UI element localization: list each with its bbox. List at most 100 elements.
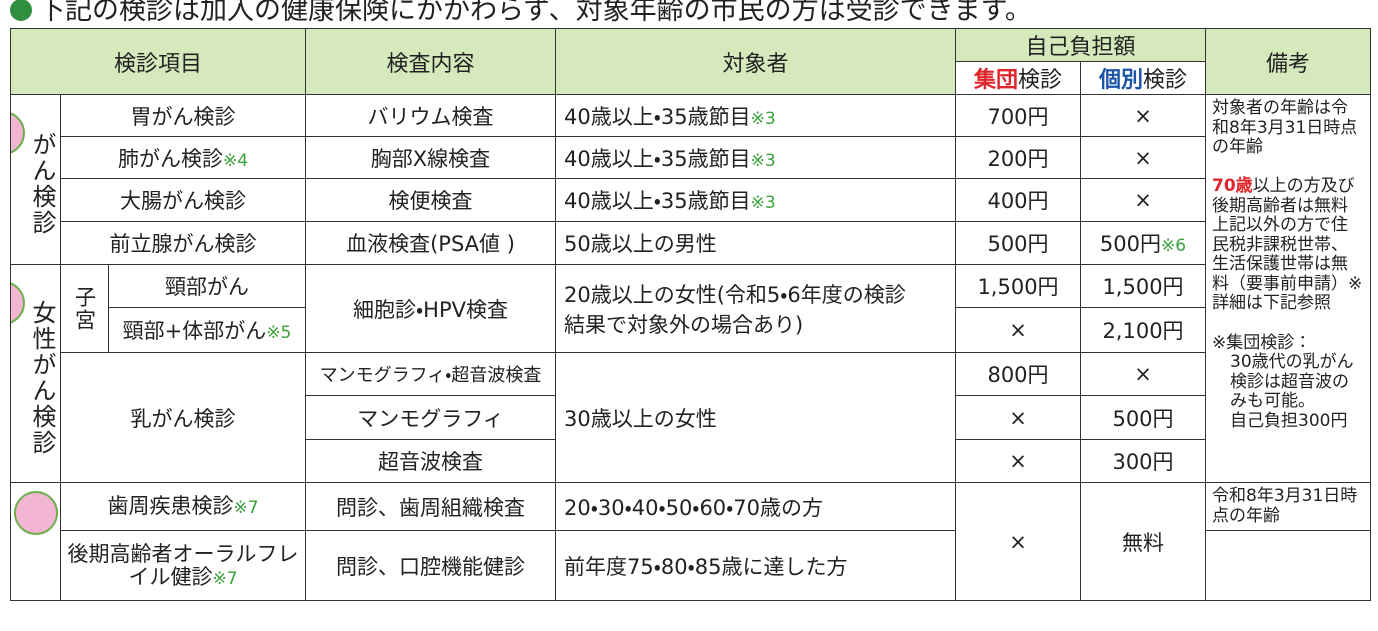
target-cell: 20・30・40・50・60・70歳の方	[555, 481, 956, 532]
item-cell: 頸部+体部がん※5	[108, 307, 306, 353]
group-cost: 700円	[987, 104, 1049, 129]
individual-cost: 500円	[1112, 406, 1174, 431]
item-cell: 前立腺がん検診	[60, 221, 306, 265]
content: 胸部X線検査	[370, 146, 491, 171]
item: 肺がん検診	[117, 146, 223, 171]
note-mark: ※3	[750, 150, 776, 171]
content: 血液検査(PSA値 )	[346, 232, 515, 256]
individual-cost-cell: ×	[1079, 178, 1207, 222]
group-cost: 500円	[987, 232, 1049, 256]
content: バリウム検査	[367, 104, 494, 129]
remark-free-age: 70歳	[1212, 176, 1253, 197]
individual-cost: 無料	[1122, 530, 1164, 555]
individual-cost-cell: ×	[1079, 136, 1207, 179]
group-label: がん検診	[28, 131, 56, 236]
remark-group-cost: 自己負担300円	[1230, 410, 1348, 431]
individual-cost-cell: 300円	[1079, 439, 1207, 483]
item: 胃がん検診	[130, 104, 236, 129]
note-mark: ※5	[266, 323, 292, 343]
remark: 対象者の年齢は令和8年3月31日時点の年齢	[1212, 98, 1364, 158]
item: 後期高齢者オーラルフレイル健診	[67, 541, 299, 589]
group-cost-cell: ×	[955, 307, 1081, 353]
target-cell: 40歳以上・35歳節目※3	[555, 178, 956, 222]
individual-cost: ×	[1134, 188, 1152, 212]
remark-group-body: 30歳代の乳がん検診は超音波のみも可能。	[1230, 352, 1354, 412]
note-mark: ※4	[222, 150, 249, 171]
note-mark: ※3	[750, 108, 776, 129]
group-cost-cell: 500円	[955, 221, 1081, 265]
target: 40歳以上・35歳節目	[564, 189, 751, 213]
group-cost-cell: 400円	[955, 178, 1081, 222]
individual-cost: ×	[1134, 145, 1152, 170]
individual-cost: 1,500円	[1102, 275, 1184, 299]
target-cell: 40歳以上・35歳節目※3	[555, 136, 956, 179]
group-cost: ×	[1009, 318, 1027, 342]
individual-cost: ×	[1134, 103, 1152, 128]
individual-prefix: 個別	[1098, 68, 1143, 93]
individual-cost-cell: 500円※6	[1079, 221, 1207, 265]
target-cell: 50歳以上の男性	[555, 221, 956, 265]
target: 20・30・40・50・60・70歳の方	[564, 495, 824, 520]
item-cell: 胃がん検診	[60, 94, 306, 137]
remarks-cell: 令和8年3月31日時点の年齢	[1205, 481, 1372, 532]
individual-cost: 2,100円	[1102, 319, 1184, 343]
content: マンモグラフィ	[357, 406, 504, 431]
header-target: 対象者	[555, 28, 956, 95]
target: 前年度75・80・85歳に達した方	[564, 554, 848, 579]
group-cost-cell: ×	[955, 481, 1081, 602]
item-cell: 歯周疾患検診※7	[60, 481, 306, 532]
header-cost: 自己負担額	[954, 28, 1207, 62]
individual-cost-cell: 1,500円	[1079, 264, 1207, 308]
group-cell: 女性がん検診	[10, 264, 61, 483]
table-body: がん検診 胃がん検診 バリウム検査 40歳以上・35歳節目※3 700円 × 対象者の年齢は…	[10, 94, 1372, 602]
note-mark: ※3	[750, 193, 776, 213]
uterus-cell: 子宮	[60, 264, 109, 353]
target-cell: 20歳以上の女性(令和5・6年度の検診結果で対象外の場合あり)	[555, 264, 956, 353]
uterus-label: 子宮	[72, 285, 97, 332]
group-cost: ×	[1009, 529, 1027, 554]
content: 検便検査	[388, 189, 473, 213]
group-cost: 1,500円	[977, 275, 1059, 299]
group-cost-cell: ×	[955, 395, 1081, 440]
individual-cost-cell: ×	[1079, 352, 1207, 396]
group-label: 女性がん検診	[28, 299, 56, 456]
item: 前立腺がん検診	[109, 232, 257, 256]
target: 20歳以上の女性(令和5・6年度の検診結果で対象外の場合あり)	[564, 282, 906, 337]
item: 頸部がん	[165, 275, 249, 299]
remark: 70歳以上の方及び後期高齢者は無料上記以外の方で住民税非課税世帯、生活保護世帯は…	[1212, 176, 1364, 314]
target: 40歳以上・35歳節目	[564, 146, 751, 171]
remark-group-head: ※集団検診：	[1212, 332, 1312, 353]
group-cost-cell: 700円	[955, 94, 1081, 137]
checkup-table: 検診項目 検査内容 対象者 自己負担額 備考 集団検診 個別検診 がん検診 胃がん…	[10, 28, 1372, 602]
content-cell: 問診、歯周組織検査	[305, 481, 556, 532]
header-individual: 個別検診	[1079, 61, 1207, 95]
icon-cell	[10, 481, 61, 602]
individual-cost-cell: 無料	[1079, 481, 1207, 602]
group-cost-cell: ×	[955, 439, 1081, 483]
group-prefix: 集団	[973, 68, 1018, 93]
individual-suffix: 検診	[1143, 68, 1188, 93]
target: 30歳以上の女性	[564, 406, 717, 431]
target: 50歳以上の男性	[564, 232, 717, 256]
group-cost: 800円	[987, 363, 1049, 387]
remarks-cell	[1205, 530, 1372, 602]
remark-free: 以上の方及び後期高齢者は無料上記以外の方で住民税非課税世帯、生活保護世帯は無料（…	[1212, 176, 1363, 314]
content: 問診、歯周組織検査	[336, 495, 525, 520]
note-mark: ※7	[233, 498, 259, 518]
group-cost: ×	[1009, 405, 1027, 430]
remark: 令和8年3月31日時点の年齢	[1212, 486, 1358, 526]
target-cell: 前年度75・80・85歳に達した方	[555, 530, 956, 602]
header-group: 集団検診	[955, 61, 1081, 95]
item-cell: 頸部がん	[108, 264, 306, 308]
individual-cost-cell: 500円	[1079, 395, 1207, 440]
individual-cost: 500円	[1099, 232, 1162, 256]
individual-cost-cell: ×	[1079, 94, 1207, 137]
mascot	[13, 491, 58, 535]
group-cost: 400円	[987, 189, 1049, 213]
content: 問診、口腔機能健診	[336, 554, 525, 579]
note-mark: ※7	[212, 568, 238, 589]
group-cost-cell: 200円	[955, 136, 1081, 179]
item: 頸部+体部がん	[122, 319, 267, 343]
header-item: 検診項目	[10, 28, 306, 95]
